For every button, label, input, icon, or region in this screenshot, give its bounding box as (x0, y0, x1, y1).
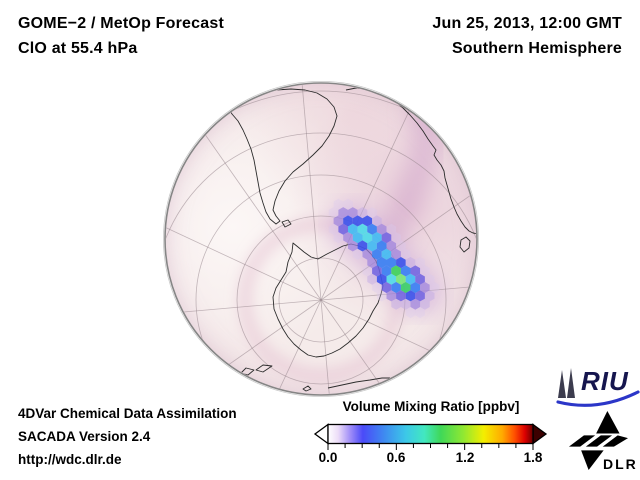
globe-disc (165, 83, 477, 395)
colorbar-tick-label: 1.8 (523, 450, 543, 465)
colorbar-title: Volume Mixing Ratio [ppbv] (342, 399, 520, 414)
dlr-logo: DLR (566, 408, 638, 478)
credits-url: http://wdc.dlr.de (18, 452, 122, 467)
credits-line-version: SACADA Version 2.4 (18, 429, 151, 444)
colorbar-tick-label: 0.0 (318, 450, 338, 465)
riu-swoosh (556, 390, 640, 407)
hemisphere-label: Southern Hemisphere (451, 40, 622, 57)
colorbar-tick-label: 1.2 (455, 450, 475, 465)
dlr-emblem-icon (568, 410, 628, 470)
riu-logo-text: RIU (581, 366, 629, 396)
header-right: Jun 25, 2013, 12:00 GMT Southern Hemisph… (432, 11, 622, 61)
product-title: GOME−2 / MetOp Forecast (18, 15, 224, 32)
credits: 4DVar Chemical Data Assimilation SACADA … (18, 402, 237, 471)
colorbar (313, 423, 548, 450)
cathedral-icon (558, 368, 575, 398)
colorbar-left-arrow (313, 423, 329, 445)
species-level: ClO at 55.4 hPa (18, 40, 138, 57)
datetime-label: Jun 25, 2013, 12:00 GMT (432, 15, 622, 32)
dlr-logo-text: DLR (603, 456, 638, 472)
header-left: GOME−2 / MetOp Forecast ClO at 55.4 hPa (18, 11, 224, 61)
colorbar-tick-label: 0.6 (386, 450, 406, 465)
colorbar-gradient-bar (327, 423, 534, 445)
credits-line-assimilation: 4DVar Chemical Data Assimilation (18, 406, 237, 421)
colorbar-right-arrow (532, 423, 548, 445)
colorbar-ticks (327, 444, 534, 450)
riu-logo: RIU (556, 365, 640, 409)
